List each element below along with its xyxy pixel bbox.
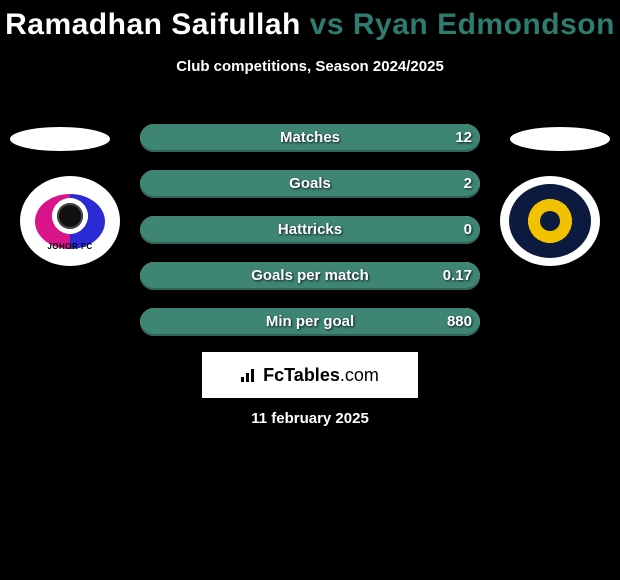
- stat-right-value: 0: [464, 216, 472, 244]
- branding-box: FcTables.com: [202, 352, 418, 398]
- date-line: 11 february 2025: [0, 410, 620, 427]
- team-logo-left: JOHOR FC: [35, 194, 105, 249]
- team-badge-left: JOHOR FC: [20, 176, 120, 266]
- stat-row: Goals per match 0.17: [140, 262, 480, 290]
- page-title: Ramadhan Saifullah vs Ryan Edmondson: [0, 0, 620, 42]
- stat-row: Goals 2: [140, 170, 480, 198]
- comparison-card: Ramadhan Saifullah vs Ryan Edmondson Clu…: [0, 0, 620, 580]
- team-label-left: JOHOR FC: [35, 242, 105, 251]
- left-ellipse: [10, 127, 110, 151]
- brand-name: FcTables: [263, 365, 340, 385]
- stat-row: Hattricks 0: [140, 216, 480, 244]
- subtitle: Club competitions, Season 2024/2025: [0, 58, 620, 75]
- right-ellipse: [510, 127, 610, 151]
- stat-right-value: 12: [455, 124, 472, 152]
- vs-separator: vs: [310, 8, 344, 41]
- stat-label: Hattricks: [278, 216, 342, 244]
- stat-row: Matches 12: [140, 124, 480, 152]
- stat-label: Goals: [289, 170, 331, 198]
- team-badge-right: [500, 176, 600, 266]
- player1-name: Ramadhan Saifullah: [5, 8, 301, 41]
- stat-label: Matches: [280, 124, 340, 152]
- stat-right-value: 2: [464, 170, 472, 198]
- stat-row: Min per goal 880: [140, 308, 480, 336]
- stat-label: Goals per match: [251, 262, 369, 290]
- bars-icon: [241, 368, 259, 382]
- brand-suffix: .com: [340, 365, 379, 385]
- stat-label: Min per goal: [266, 308, 354, 336]
- player2-name: Ryan Edmondson: [353, 8, 615, 41]
- team-logo-right: [509, 184, 591, 258]
- stats-container: Matches 12 Goals 2 Hattricks 0 Goals per match…: [140, 124, 480, 354]
- branding-text: FcTables.com: [263, 365, 379, 386]
- stat-right-value: 0.17: [443, 262, 472, 290]
- stat-right-value: 880: [447, 308, 472, 336]
